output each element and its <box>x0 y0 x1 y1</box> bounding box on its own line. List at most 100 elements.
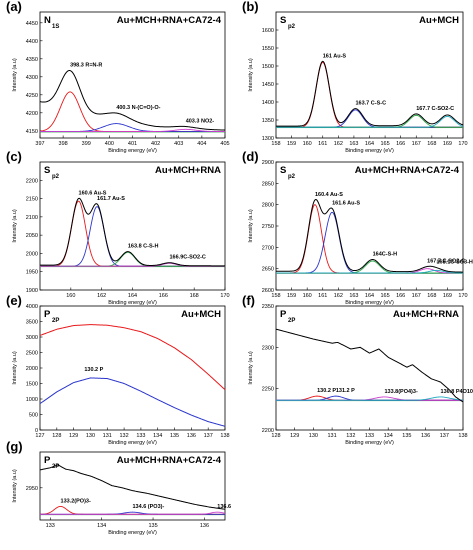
x-tick-label: 162 <box>334 141 343 147</box>
panel-e: 127 128 129 130 131 132 133 134 135 136 137 138 0 500… <box>6 293 230 446</box>
envelope-line <box>39 464 226 510</box>
panel-a: 397 398 399 400 401 402 403 404 405 4150 4200 4250 4… <box>6 0 230 154</box>
orbital-subscript: 2P <box>52 318 59 324</box>
y-tick-label: 3500 <box>26 320 38 326</box>
x-tick-label: 170 <box>458 293 467 299</box>
envelope-line <box>275 328 464 403</box>
x-tick-label: 168 <box>427 141 436 147</box>
y-tick-label: 2200 <box>262 428 274 434</box>
peak-label: 163.7 C-S-C <box>355 101 386 107</box>
x-tick-label: 401 <box>128 141 137 147</box>
x-tick-label: 130 <box>86 433 95 439</box>
x-tick-label: 167 <box>412 141 421 147</box>
y-tick-label: 1900 <box>26 288 38 294</box>
peak-label: 403.3 NO2- <box>186 119 215 125</box>
component-peak-3 <box>276 115 464 128</box>
x-tick-label: 160 <box>303 293 312 299</box>
peak-annotation: 130.2 P <box>84 367 103 373</box>
y-tick-label: 2500 <box>26 351 38 357</box>
x-tick-label: 158 <box>271 293 280 299</box>
panel-c: 160 162 164 166 168 170 1900 1950 2000 2050 2100 21… <box>6 149 230 306</box>
panel-letter: (g) <box>6 439 23 454</box>
x-tick-label: 134 <box>384 433 393 439</box>
x-tick-label: 134 <box>153 433 162 439</box>
orbital-label: P <box>44 309 51 320</box>
x-tick-label: 133 <box>136 433 145 439</box>
x-tick-label: 402 <box>151 141 160 147</box>
y-tick-label: 2600 <box>262 288 274 294</box>
peak-label: 136.8 P4O10 <box>441 389 473 395</box>
x-tick-label: 135 <box>148 523 157 529</box>
peak-label: 136.6 <box>217 504 231 510</box>
y-tick-label: 2150 <box>26 197 38 203</box>
x-tick-label: 165 <box>380 141 389 147</box>
orbital-subscript: p2 <box>288 174 296 180</box>
x-tick-label: 131 <box>103 433 112 439</box>
y-axis-label: Intensity (a.u) <box>248 351 254 384</box>
y-tick-label: 2050 <box>26 233 38 239</box>
x-axis-label: Binding energy (eV) <box>345 440 394 446</box>
x-tick-label: 169 <box>443 141 452 147</box>
y-axis-label: Intensity (a.u) <box>12 209 18 242</box>
x-tick-label: 168 <box>190 293 199 299</box>
x-tick-label: 136 <box>421 433 430 439</box>
x-tick-label: 163 <box>349 293 358 299</box>
x-axis-label: Binding energy (eV) <box>108 530 157 536</box>
y-tick-label: 1300 <box>262 136 274 142</box>
y-tick-label: 4450 <box>26 21 38 27</box>
x-tick-label: 135 <box>402 433 411 439</box>
y-tick-label: 2100 <box>26 215 38 221</box>
x-tick-label: 169 <box>443 293 452 299</box>
y-tick-label: 1450 <box>262 82 274 88</box>
panel-letter: (e) <box>6 293 22 308</box>
x-tick-label: 167 <box>412 293 421 299</box>
x-tick-label: 136 <box>200 523 209 529</box>
component-peak-4 <box>276 269 463 274</box>
orbital-label: P <box>280 309 287 320</box>
sample-label: Au+MCH <box>181 309 221 320</box>
y-tick-label: 4150 <box>26 129 38 135</box>
orbital-subscript: 2P <box>52 464 59 470</box>
component-peak-2 <box>40 511 226 515</box>
x-tick-label: 129 <box>290 433 299 439</box>
x-tick-label: 137 <box>440 433 449 439</box>
peak-label: 164C-S-H <box>373 252 397 258</box>
y-tick-label: 2850 <box>262 181 274 187</box>
component-peak-2 <box>40 128 225 132</box>
plot-frame <box>39 161 226 291</box>
panel-letter: (d) <box>242 149 259 164</box>
x-tick-label: 133 <box>46 523 55 529</box>
x-tick-label: 133 <box>365 433 374 439</box>
peak-label: 131.2 P <box>336 388 355 394</box>
peak-label: 168.1C-SO3-H <box>437 260 473 266</box>
y-tick-label: 1550 <box>262 46 274 52</box>
y-tick-label: 4250 <box>26 93 38 99</box>
envelope-line <box>276 198 464 273</box>
x-tick-label: 164 <box>128 293 137 299</box>
y-tick-label: 1350 <box>262 118 274 124</box>
y-tick-label: 4400 <box>26 39 38 45</box>
x-tick-label: 162 <box>97 293 106 299</box>
x-tick-label: 130 <box>309 433 318 439</box>
y-tick-label: 1500 <box>26 382 38 388</box>
y-tick-label: 2250 <box>262 387 274 393</box>
x-tick-label: 138 <box>458 433 467 439</box>
panel-letter: (c) <box>6 149 22 164</box>
orbital-label: S <box>280 165 286 176</box>
x-tick-label: 159 <box>287 141 296 147</box>
orbital-label: S <box>44 165 50 176</box>
y-axis-label: Intensity (a.u) <box>248 209 254 242</box>
sample-label: Au+MCH+RNA+CA72-4 <box>117 455 222 466</box>
x-tick-label: 170 <box>220 293 229 299</box>
panel-g: 133 134 135 136 2950 Binding energy (eV) Inten… <box>6 439 231 536</box>
orbital-label: S <box>280 15 286 26</box>
sample-label: Au+MCH+RNA+CA72-4 <box>117 15 222 26</box>
x-tick-label: 127 <box>35 433 44 439</box>
y-tick-label: 4000 <box>26 304 38 310</box>
x-axis-label: Binding energy (eV) <box>345 148 394 154</box>
component-peak-3 <box>276 396 464 401</box>
x-tick-label: 398 <box>59 141 68 147</box>
plot-frame <box>275 11 464 139</box>
y-axis-label: Intensity (a.u) <box>12 469 18 502</box>
